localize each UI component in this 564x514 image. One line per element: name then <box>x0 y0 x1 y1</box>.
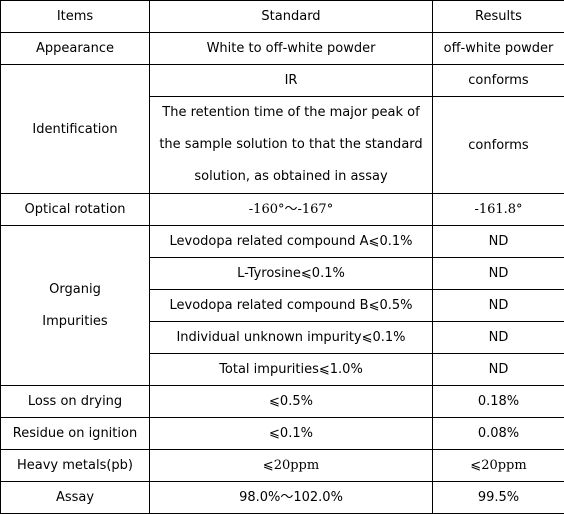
standard-residue-on-ignition: ⩽0.1% <box>150 418 433 450</box>
standard-retention-time: The retention time of the major peak of … <box>150 97 433 194</box>
standard-unknown-impurity: Individual unknown impurity⩽0.1% <box>150 322 433 354</box>
standard-ir: IR <box>150 65 433 97</box>
item-heavy-metals: Heavy metals(pb) <box>1 450 150 482</box>
table-row: Appearance White to off-white powder off… <box>1 33 564 65</box>
result-assay: 99.5% <box>433 482 564 514</box>
result-residue-on-ignition: 0.08% <box>433 418 564 450</box>
table-row: Residue on ignition ⩽0.1% 0.08% <box>1 418 564 450</box>
result-impurity-b: ND <box>433 290 564 322</box>
result-l-tyrosine: ND <box>433 258 564 290</box>
result-appearance: off-white powder <box>433 33 564 65</box>
result-loss-on-drying: 0.18% <box>433 386 564 418</box>
result-retention-time: conforms <box>433 97 564 194</box>
table-row: Optical rotation -160°～-167° -161.8° <box>1 194 564 226</box>
standard-l-tyrosine: L-Tyrosine⩽0.1% <box>150 258 433 290</box>
result-ir: conforms <box>433 65 564 97</box>
standard-impurity-b: Levodopa related compound B⩽0.5% <box>150 290 433 322</box>
table-row: Organig Impurities Levodopa related comp… <box>1 226 564 258</box>
result-optical-rotation: -161.8° <box>433 194 564 226</box>
table-row: Assay 98.0%～102.0% 99.5% <box>1 482 564 514</box>
header-items: Items <box>1 1 150 33</box>
standard-optical-rotation: -160°～-167° <box>150 194 433 226</box>
result-total-impurities: ND <box>433 354 564 386</box>
standard-total-impurities: Total impurities⩽1.0% <box>150 354 433 386</box>
item-organic-impurities: Organig Impurities <box>1 226 150 386</box>
result-heavy-metals: ⩽20ppm <box>433 450 564 482</box>
item-loss-on-drying: Loss on drying <box>1 386 150 418</box>
table-row: Loss on drying ⩽0.5% 0.18% <box>1 386 564 418</box>
item-organic-impurities-line1: Organig <box>49 282 101 297</box>
standard-assay: 98.0%～102.0% <box>150 482 433 514</box>
table-row: Identification IR conforms <box>1 65 564 97</box>
header-row: Items Standard Results <box>1 1 564 33</box>
table-row: Heavy metals(pb) ⩽20ppm ⩽20ppm <box>1 450 564 482</box>
item-assay: Assay <box>1 482 150 514</box>
item-residue-on-ignition: Residue on ignition <box>1 418 150 450</box>
header-results: Results <box>433 1 564 33</box>
item-organic-impurities-line2: Impurities <box>42 314 107 329</box>
item-appearance: Appearance <box>1 33 150 65</box>
standard-loss-on-drying: ⩽0.5% <box>150 386 433 418</box>
standard-appearance: White to off-white powder <box>150 33 433 65</box>
header-standard: Standard <box>150 1 433 33</box>
standard-heavy-metals: ⩽20ppm <box>150 450 433 482</box>
result-unknown-impurity: ND <box>433 322 564 354</box>
item-identification: Identification <box>1 65 150 194</box>
item-optical-rotation: Optical rotation <box>1 194 150 226</box>
result-impurity-a: ND <box>433 226 564 258</box>
standard-impurity-a: Levodopa related compound A⩽0.1% <box>150 226 433 258</box>
